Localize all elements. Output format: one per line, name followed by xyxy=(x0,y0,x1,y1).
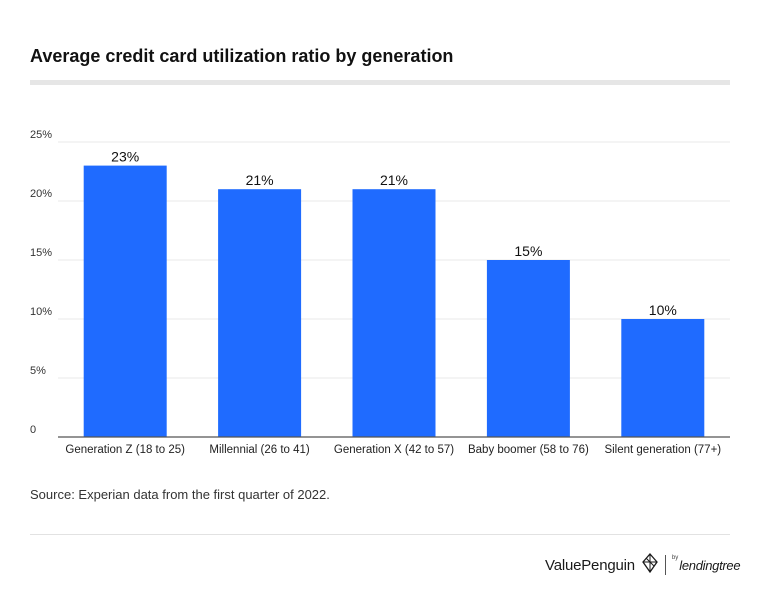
bar-chart: 0 5% 10% 15% 20% 25% 23% Generation Z (18 to 25… xyxy=(30,129,730,456)
footer-divider xyxy=(30,534,730,535)
x-tick-label: Generation Z (18 to 25) xyxy=(65,444,185,456)
brand-separator xyxy=(664,555,666,575)
data-label: 15% xyxy=(514,243,542,259)
x-tick-label: Silent generation (77+) xyxy=(604,444,721,456)
data-label: 21% xyxy=(380,172,408,188)
data-label: 23% xyxy=(111,149,139,165)
y-tick-label: 20% xyxy=(30,188,52,200)
y-tick-label: 5% xyxy=(30,365,46,377)
brand-by-label: by xyxy=(671,555,679,561)
title-divider xyxy=(30,80,730,85)
x-tick-label: Millennial (26 to 41) xyxy=(209,444,310,456)
bar xyxy=(352,189,436,437)
bar xyxy=(621,319,705,437)
bar xyxy=(486,260,570,437)
data-label: 10% xyxy=(649,302,677,318)
chart-title: Average credit card utilization ratio by… xyxy=(30,46,454,66)
source-note: Source: Experian data from the first qua… xyxy=(30,487,330,502)
y-tick-label: 10% xyxy=(30,306,52,318)
y-tick-label: 15% xyxy=(30,247,52,259)
bar xyxy=(83,165,167,437)
penguin-logo-icon xyxy=(641,552,659,578)
x-tick-label: Baby boomer (58 to 76) xyxy=(468,444,589,456)
valuepenguin-wordmark: ValuePenguin xyxy=(545,556,635,574)
brand-footer: ValuePenguin by lendingtree xyxy=(545,552,741,578)
y-tick-label: 0 xyxy=(30,424,36,436)
bar xyxy=(218,189,302,437)
y-tick-label: 25% xyxy=(30,129,52,141)
x-tick-label: Generation X (42 to 57) xyxy=(334,444,454,456)
data-label: 21% xyxy=(246,172,274,188)
lendingtree-wordmark: lendingtree xyxy=(679,557,741,573)
